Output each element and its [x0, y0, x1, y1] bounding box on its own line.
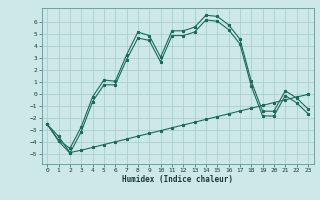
X-axis label: Humidex (Indice chaleur): Humidex (Indice chaleur) — [122, 175, 233, 184]
